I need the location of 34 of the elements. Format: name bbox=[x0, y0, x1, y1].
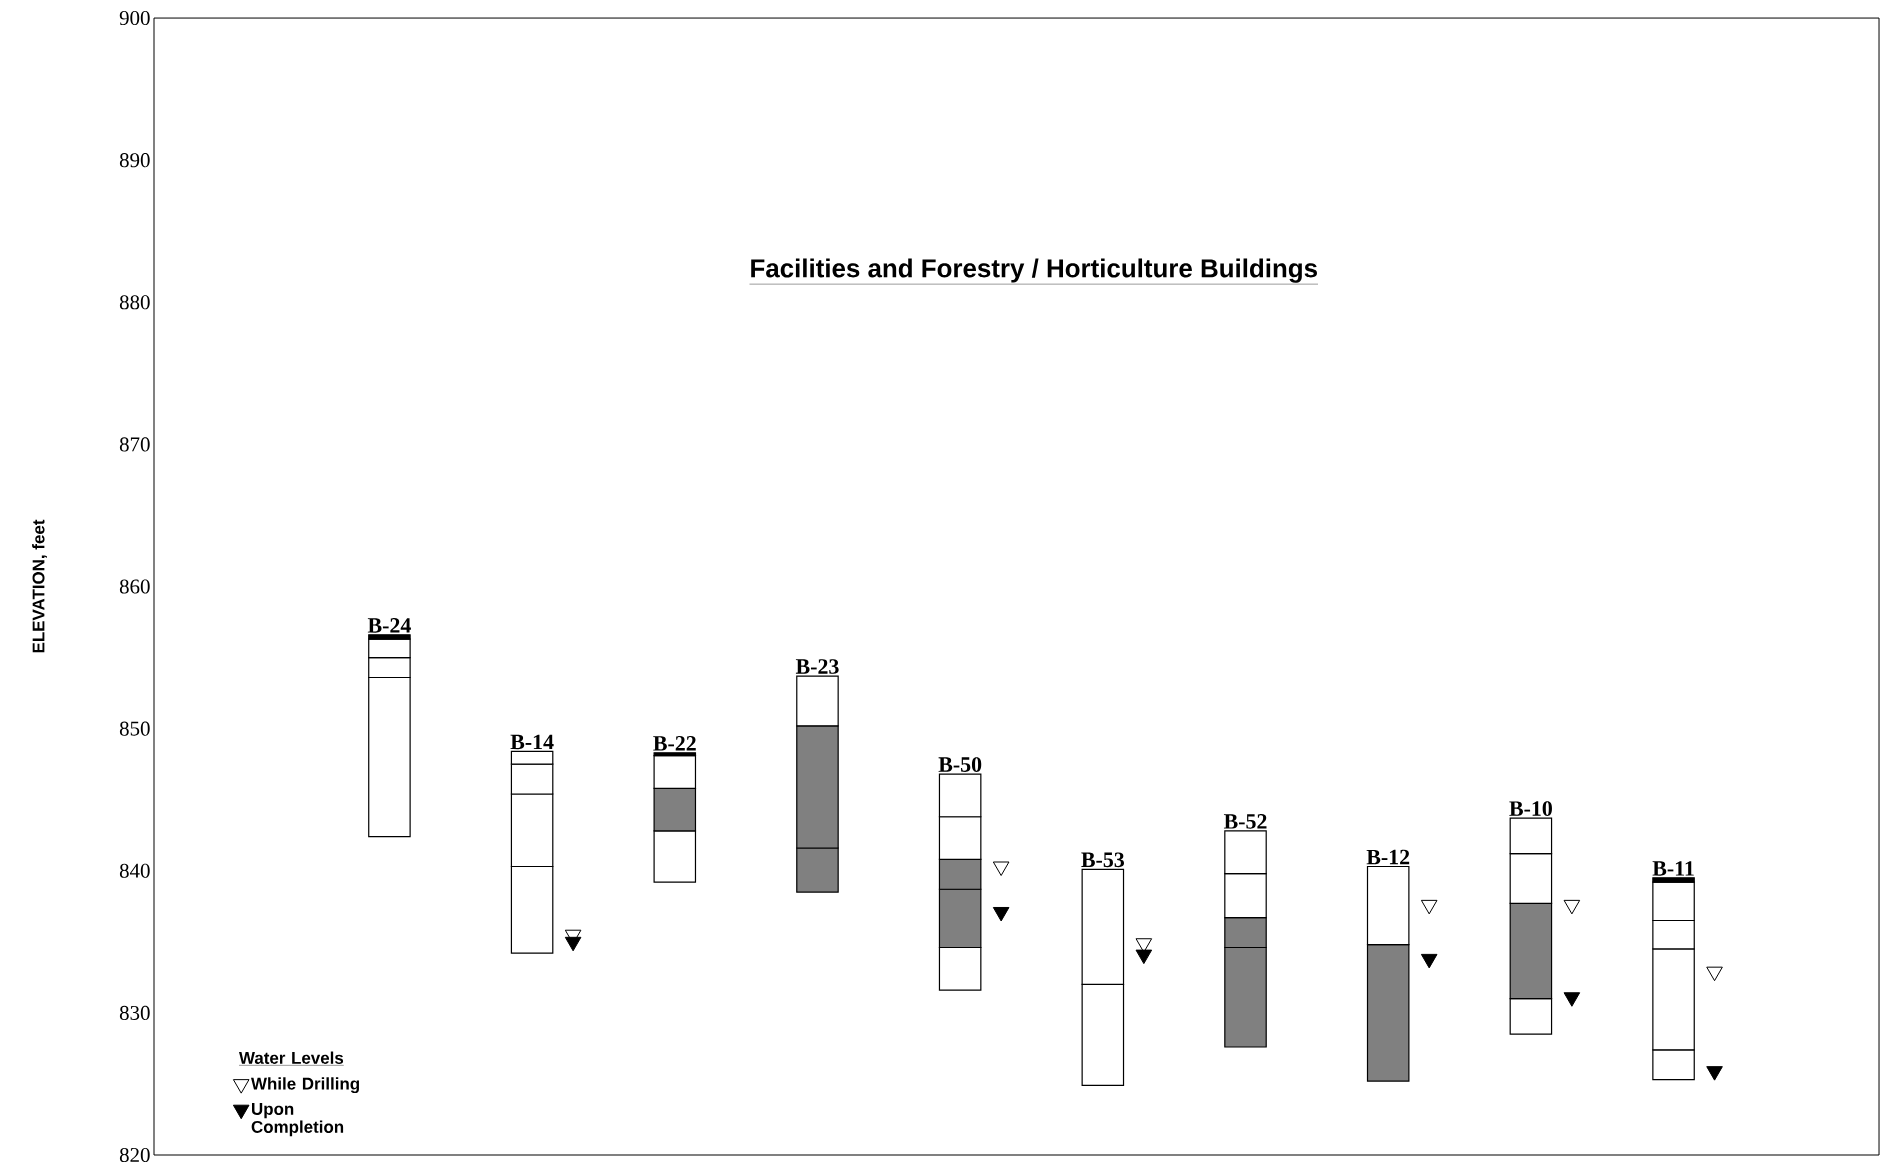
x-tick-label: B-50 bbox=[938, 757, 982, 772]
point bbox=[1135, 949, 1153, 965]
point bbox=[1706, 966, 1723, 982]
legend-title: Water Levels bbox=[239, 1051, 344, 1064]
y-tick-label: 850 bbox=[119, 721, 150, 736]
y-tick-label: 870 bbox=[119, 437, 150, 452]
text: Facilities and Forestry / Horticulture Buildings bbox=[751, 258, 1317, 283]
x-tick-label: B-10 bbox=[1509, 801, 1552, 816]
x-tick-label: B-12 bbox=[1366, 849, 1410, 865]
y-axis-title: ELEVATION, feet bbox=[32, 519, 47, 653]
x-tick-label: B-14 bbox=[510, 734, 554, 750]
y-tick-label: 830 bbox=[119, 1005, 150, 1020]
y-tick-label: 890 bbox=[119, 153, 150, 168]
x-tick-label: B-24 bbox=[367, 618, 411, 633]
point bbox=[992, 906, 1010, 922]
point bbox=[1420, 899, 1438, 915]
y-tick-label: 900 bbox=[119, 11, 150, 26]
x-tick-label: B-11 bbox=[1652, 861, 1694, 876]
y-tick-label: 820 bbox=[119, 1147, 150, 1163]
point bbox=[1706, 1066, 1723, 1081]
legend-label: Upon Completion bbox=[251, 1103, 344, 1137]
x-tick-label: B-52 bbox=[1223, 814, 1267, 829]
x-tick-label: B-53 bbox=[1081, 852, 1125, 868]
y-tick-label: 860 bbox=[119, 579, 150, 594]
point bbox=[1563, 992, 1581, 1007]
point bbox=[1563, 899, 1581, 915]
y-tick-label: 880 bbox=[119, 295, 150, 310]
x-tick-label: B-22 bbox=[653, 736, 696, 751]
point bbox=[1420, 953, 1438, 969]
point bbox=[564, 936, 582, 952]
legend-label: While Drilling bbox=[251, 1077, 360, 1094]
y-tick-label: 840 bbox=[119, 863, 150, 878]
point bbox=[992, 861, 1010, 876]
x-tick-label: B-23 bbox=[795, 659, 839, 674]
